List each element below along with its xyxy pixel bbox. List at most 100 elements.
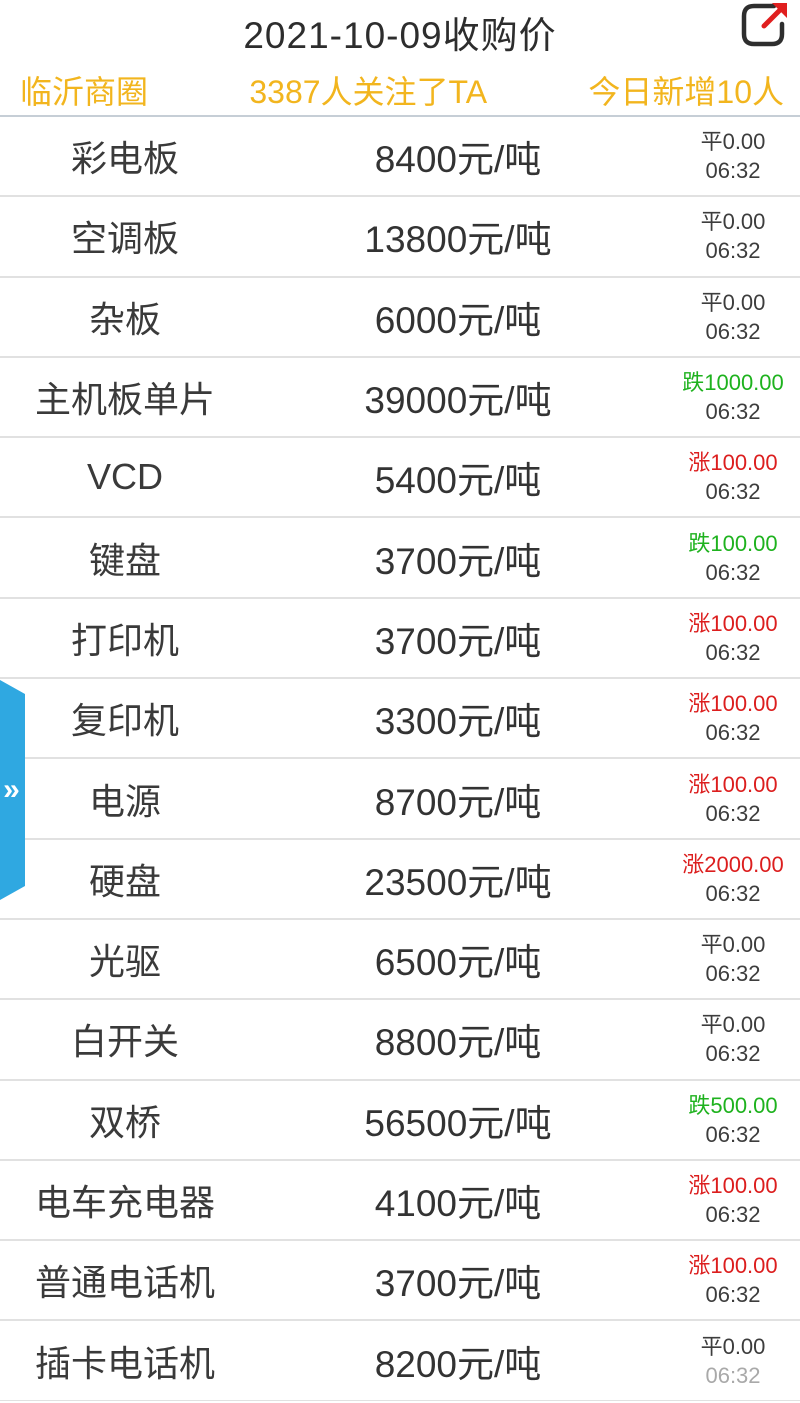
change-cell: 涨100.00 06:32: [666, 689, 800, 747]
share-button[interactable]: [734, 0, 792, 52]
price-table: 彩电板 8400元/吨 平0.00 06:32 空调板 13800元/吨 平0.…: [0, 117, 800, 1401]
change-label: 平0.00: [700, 209, 766, 235]
change-time: 06:32: [705, 720, 761, 746]
item-price: 13800元/吨: [364, 219, 552, 261]
change-cell: 平0.00 06:32: [666, 207, 800, 265]
change-label: 平0.00: [700, 1333, 766, 1359]
table-row[interactable]: 普通电话机 3700元/吨 涨100.00 06:32: [0, 1241, 800, 1322]
table-row[interactable]: VCD 5400元/吨 涨100.00 06:32: [0, 438, 800, 519]
item-name: 键盘: [88, 539, 161, 581]
item-price: 3700元/吨: [374, 620, 542, 662]
change-time: 06:32: [705, 1202, 761, 1227]
item-name: VCD: [86, 456, 163, 498]
item-name: 打印机: [70, 619, 179, 661]
table-row[interactable]: 双桥 56500元/吨 跌500.00 06:32: [0, 1081, 800, 1161]
change-label: 涨100.00: [688, 691, 778, 717]
share-external-link-icon: [741, 3, 787, 47]
market-name[interactable]: 临沂商圈: [20, 73, 149, 110]
table-row[interactable]: 键盘 3700元/吨 跌100.00 06:32: [0, 518, 800, 599]
item-price: 6000元/吨: [374, 299, 542, 341]
table-row[interactable]: 杂板 6000元/吨 平0.00 06:32: [0, 278, 800, 358]
change-label: 涨100.00: [688, 610, 778, 636]
change-label: 涨100.00: [688, 1173, 778, 1198]
change-cell: 跌1000.00 06:32: [666, 368, 800, 426]
change-label: 涨2000.00: [682, 851, 784, 877]
item-price: 5400元/吨: [374, 460, 542, 502]
change-label: 跌1000.00: [682, 370, 784, 396]
table-row[interactable]: 白开关 8800元/吨 平0.00 06:32: [0, 1000, 800, 1081]
change-label: 平0.00: [700, 932, 766, 958]
item-name: 光驱: [88, 941, 161, 983]
change-time: 06:32: [705, 399, 761, 425]
item-name: 双桥: [88, 1101, 161, 1143]
item-price: 3700元/吨: [374, 540, 542, 582]
item-name: 插卡电话机: [34, 1342, 215, 1384]
change-cell: 涨2000.00 06:32: [666, 850, 800, 908]
change-label: 涨100.00: [688, 1253, 778, 1279]
side-drawer-handle[interactable]: »: [0, 680, 25, 900]
change-time: 06:32: [705, 158, 761, 184]
change-time: 06:32: [705, 1362, 761, 1388]
item-name: 彩电板: [70, 138, 179, 180]
change-cell: 平0.00 06:32: [666, 1332, 800, 1390]
change-time: 06:32: [705, 800, 761, 826]
change-cell: 涨100.00 06:32: [666, 1251, 800, 1309]
item-price: 8800元/吨: [374, 1022, 542, 1064]
table-row[interactable]: 电车充电器 4100元/吨 涨100.00 06:32: [0, 1161, 800, 1242]
change-time: 06:32: [705, 318, 761, 344]
change-cell: 跌500.00 06:32: [666, 1091, 800, 1149]
table-row[interactable]: 复印机 3300元/吨 涨100.00 06:32: [0, 679, 800, 760]
change-time: 06:32: [705, 238, 761, 264]
change-label: 平0.00: [700, 129, 766, 155]
change-time: 06:32: [705, 1282, 761, 1308]
item-price: 23500元/吨: [364, 861, 552, 903]
item-price: 56500元/吨: [364, 1102, 552, 1144]
followers-count: 3387人关注了TA: [249, 73, 488, 110]
change-time: 06:32: [705, 559, 761, 585]
change-label: 跌500.00: [688, 1092, 778, 1118]
table-row[interactable]: 硬盘 23500元/吨 涨2000.00 06:32: [0, 840, 800, 920]
table-row[interactable]: 空调板 13800元/吨 平0.00 06:32: [0, 197, 800, 278]
item-name: 普通电话机: [34, 1262, 215, 1304]
table-row[interactable]: 打印机 3700元/吨 涨100.00 06:32: [0, 599, 800, 680]
change-label: 涨100.00: [688, 450, 778, 476]
chevron-double-right-icon: »: [3, 773, 20, 806]
new-followers-today: 今日新增10人: [588, 73, 784, 110]
change-time: 06:32: [705, 1121, 761, 1147]
item-name: 硬盘: [88, 860, 161, 902]
item-name: 白开关: [70, 1021, 179, 1063]
change-cell: 跌100.00 06:32: [666, 529, 800, 587]
subheader-bar: 临沂商圈 3387人关注了TA 今日新增10人: [0, 64, 800, 117]
change-time: 06:32: [705, 1041, 761, 1067]
page-title: 2021-10-09收购价: [243, 15, 557, 56]
table-row[interactable]: 电源 8700元/吨 涨100.00 06:32: [0, 759, 800, 840]
table-row[interactable]: 插卡电话机 8200元/吨 平0.00 06:32: [0, 1321, 800, 1401]
item-name: 空调板: [70, 218, 179, 260]
item-price: 3700元/吨: [374, 1263, 542, 1305]
item-name: 主机板单片: [34, 379, 215, 421]
change-cell: 平0.00 06:32: [666, 1010, 800, 1068]
item-price: 39000元/吨: [364, 380, 552, 422]
change-cell: 涨100.00 06:32: [666, 609, 800, 667]
change-cell: 平0.00 06:32: [666, 930, 800, 988]
item-price: 8200元/吨: [374, 1343, 542, 1385]
table-row[interactable]: 光驱 6500元/吨 平0.00 06:32: [0, 920, 800, 1001]
change-time: 06:32: [705, 961, 761, 987]
change-label: 涨100.00: [688, 771, 778, 797]
item-price: 6500元/吨: [374, 942, 542, 984]
item-name: 电源: [88, 780, 161, 822]
change-time: 06:32: [705, 479, 761, 505]
change-cell: 平0.00 06:32: [666, 288, 800, 346]
item-name: 复印机: [70, 700, 179, 742]
item-price: 4100元/吨: [374, 1183, 542, 1224]
page-header: 2021-10-09收购价: [0, 0, 800, 64]
table-row[interactable]: 主机板单片 39000元/吨 跌1000.00 06:32: [0, 358, 800, 439]
item-price: 3300元/吨: [374, 701, 542, 743]
change-cell: 平0.00 06:32: [666, 127, 800, 185]
item-name: 电车充电器: [34, 1182, 215, 1223]
change-time: 06:32: [705, 880, 761, 906]
change-label: 跌100.00: [688, 530, 778, 556]
change-cell: 涨100.00 06:32: [666, 1171, 800, 1229]
table-row[interactable]: 彩电板 8400元/吨 平0.00 06:32: [0, 117, 800, 198]
item-price: 8400元/吨: [374, 139, 542, 181]
